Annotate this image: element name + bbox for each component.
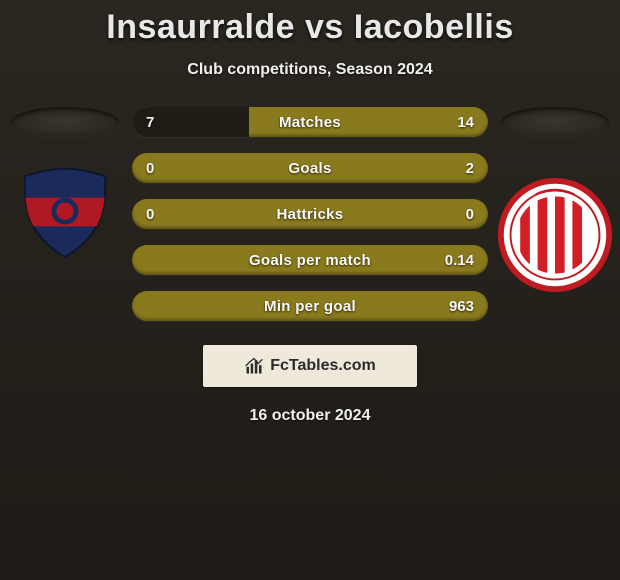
stat-row: Goals per match0.14 bbox=[132, 245, 488, 275]
brand-text: FcTables.com bbox=[270, 357, 376, 375]
bar-chart-icon bbox=[244, 356, 264, 376]
stat-value-right: 2 bbox=[466, 153, 474, 183]
left-player-col bbox=[6, 107, 124, 261]
right-club-badge bbox=[497, 177, 613, 293]
right-player-col bbox=[496, 107, 614, 293]
main-row: Matches714Goals02Hattricks00Goals per ma… bbox=[0, 107, 620, 337]
stat-value-left: 0 bbox=[146, 153, 154, 183]
page-title: Insaurralde vs Iacobellis bbox=[0, 8, 620, 47]
stat-label: Goals per match bbox=[132, 245, 488, 275]
subtitle: Club competitions, Season 2024 bbox=[0, 61, 620, 79]
stat-value-left: 0 bbox=[146, 199, 154, 229]
stat-row: Hattricks0 0 bbox=[132, 199, 488, 229]
stat-value-right: 963 bbox=[449, 291, 474, 321]
brand-box[interactable]: FcTables.com bbox=[203, 345, 417, 387]
stat-label: Matches bbox=[132, 107, 488, 137]
left-ellipse bbox=[11, 107, 119, 137]
stat-row: Goals0 2 bbox=[132, 153, 488, 183]
stat-row: Min per goal963 bbox=[132, 291, 488, 321]
shield-icon bbox=[17, 165, 113, 261]
comparison-card: Insaurralde vs Iacobellis Club competiti… bbox=[0, 0, 620, 425]
footer-date: 16 october 2024 bbox=[0, 407, 620, 425]
stat-value-right: 0.14 bbox=[445, 245, 474, 275]
left-club-badge bbox=[17, 165, 113, 261]
right-ellipse bbox=[501, 107, 609, 137]
stat-label: Hattricks bbox=[132, 199, 488, 229]
stat-value-right: 0 bbox=[466, 199, 474, 229]
stat-label: Min per goal bbox=[132, 291, 488, 321]
stat-row: Matches7 14 bbox=[132, 107, 488, 137]
circle-badge-icon bbox=[497, 177, 613, 293]
stat-value-right: 14 bbox=[457, 107, 474, 137]
stat-value-left: 7 bbox=[146, 107, 154, 137]
stats-list: Matches714Goals02Hattricks00Goals per ma… bbox=[124, 107, 496, 337]
stat-label: Goals bbox=[132, 153, 488, 183]
